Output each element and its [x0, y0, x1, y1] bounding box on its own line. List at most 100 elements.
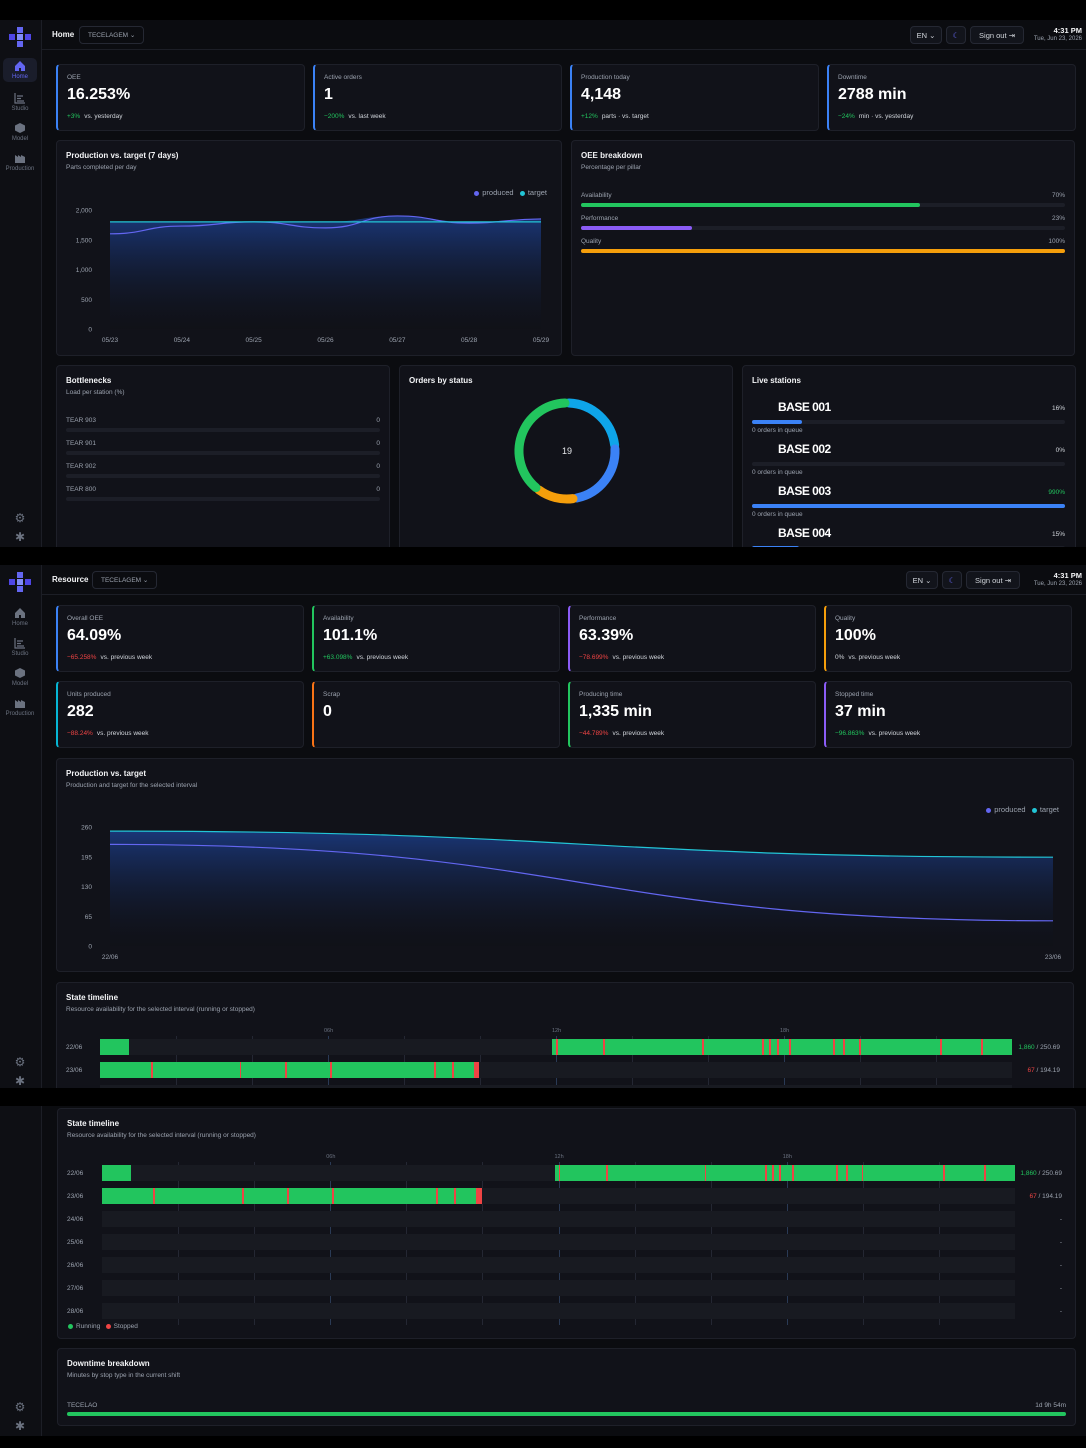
- stopped-segment[interactable]: [153, 1188, 155, 1204]
- stopped-segment[interactable]: [556, 1039, 558, 1055]
- timeline-track[interactable]: [102, 1188, 1015, 1204]
- y-tick-label: 2,000: [76, 208, 93, 215]
- bug-icon[interactable]: ✱: [14, 1419, 26, 1433]
- tenant-selector[interactable]: TECELAGEM ⌄: [79, 26, 145, 44]
- stopped-segment[interactable]: [436, 1188, 438, 1204]
- theme-toggle[interactable]: ☾: [942, 571, 962, 589]
- oee-breakdown-title: OEE breakdown: [581, 151, 643, 160]
- sidebar: Home Studio Model Production ⚙ ✱: [0, 20, 42, 547]
- stopped-segment[interactable]: [980, 1039, 983, 1055]
- stopped-segment[interactable]: [329, 1062, 332, 1078]
- settings-icon[interactable]: ⚙: [14, 1055, 26, 1069]
- timeline-track[interactable]: [102, 1303, 1015, 1319]
- running-segment[interactable]: [552, 1039, 1012, 1055]
- running-segment[interactable]: [100, 1039, 130, 1055]
- stopped-segment[interactable]: [239, 1062, 242, 1078]
- stopped-segment[interactable]: [843, 1039, 846, 1055]
- donut-slice[interactable]: [514, 398, 570, 493]
- nav-model[interactable]: Model: [3, 122, 37, 142]
- logout-icon: ⇥: [1004, 576, 1011, 585]
- stopped-segment[interactable]: [792, 1165, 795, 1181]
- bottleneck-value: 0: [376, 486, 380, 493]
- moon-icon: ☾: [948, 576, 956, 585]
- nav-model[interactable]: Model: [3, 667, 37, 687]
- donut-slice[interactable]: [572, 444, 620, 503]
- timeline-track[interactable]: [102, 1280, 1015, 1296]
- stopped-segment[interactable]: [846, 1165, 848, 1181]
- stopped-segment[interactable]: [287, 1188, 290, 1204]
- stopped-segment[interactable]: [454, 1188, 457, 1204]
- stopped-segment[interactable]: [769, 1039, 772, 1055]
- donut-slice[interactable]: [564, 398, 620, 450]
- stopped-segment[interactable]: [762, 1039, 764, 1055]
- settings-icon[interactable]: ⚙: [14, 511, 26, 525]
- language-selector[interactable]: EN ⌄: [906, 571, 938, 589]
- stopped-segment[interactable]: [858, 1039, 861, 1055]
- stopped-segment[interactable]: [603, 1039, 606, 1055]
- station-name[interactable]: BASE 001: [778, 400, 831, 414]
- stopped-segment[interactable]: [476, 1188, 482, 1204]
- timeline-track[interactable]: [102, 1257, 1015, 1273]
- stopped-segment[interactable]: [861, 1165, 864, 1181]
- stopped-segment[interactable]: [452, 1062, 454, 1078]
- settings-icon[interactable]: ⚙: [14, 1400, 26, 1414]
- timeline-track[interactable]: [102, 1165, 1015, 1181]
- language-selector[interactable]: EN ⌄: [910, 26, 942, 44]
- station-name[interactable]: BASE 002: [778, 442, 831, 456]
- stopped-segment[interactable]: [833, 1039, 836, 1055]
- timeline-title: State timeline: [66, 993, 119, 1002]
- timeline-track[interactable]: [100, 1085, 1012, 1088]
- bug-icon[interactable]: ✱: [14, 1074, 26, 1088]
- timeline-track[interactable]: [100, 1039, 1012, 1055]
- kpi-subtext: 0% vs. previous week: [835, 654, 900, 661]
- running-segment[interactable]: [100, 1062, 479, 1078]
- stopped-segment[interactable]: [704, 1165, 707, 1181]
- theme-toggle[interactable]: ☾: [946, 26, 966, 44]
- stopped-segment[interactable]: [433, 1062, 436, 1078]
- station-name[interactable]: BASE 004: [778, 526, 831, 540]
- stopped-segment[interactable]: [764, 1165, 767, 1181]
- sign-out-button[interactable]: Sign out ⇥: [970, 26, 1024, 44]
- stopped-segment[interactable]: [285, 1062, 287, 1078]
- stopped-segment[interactable]: [772, 1165, 774, 1181]
- running-segment[interactable]: [554, 1165, 1015, 1181]
- timeline-row-date: 27/06: [67, 1285, 84, 1292]
- running-segment[interactable]: [102, 1165, 132, 1181]
- stopped-segment[interactable]: [701, 1039, 704, 1055]
- nav-production[interactable]: Production: [3, 152, 37, 172]
- stopped-segment[interactable]: [332, 1188, 334, 1204]
- stopped-segment[interactable]: [151, 1062, 153, 1078]
- stopped-segment[interactable]: [983, 1165, 986, 1181]
- timeline-track[interactable]: [100, 1062, 1012, 1078]
- nav-studio[interactable]: Studio: [3, 92, 37, 112]
- kpi-delta: −78.699%: [579, 654, 609, 661]
- donut-slice[interactable]: [534, 485, 578, 504]
- sign-out-button[interactable]: Sign out ⇥: [966, 571, 1020, 589]
- tenant-selector[interactable]: TECELAGEM ⌄: [92, 571, 158, 589]
- nav-studio[interactable]: Studio: [3, 637, 37, 657]
- stopped-segment[interactable]: [942, 1165, 945, 1181]
- stopped-segment[interactable]: [836, 1165, 838, 1181]
- bug-icon[interactable]: ✱: [14, 530, 26, 544]
- stopped-segment[interactable]: [779, 1165, 782, 1181]
- running-segment[interactable]: [102, 1188, 481, 1204]
- stopped-segment[interactable]: [605, 1165, 608, 1181]
- station-name[interactable]: BASE 003: [778, 484, 831, 498]
- timeline-row-date: 23/06: [67, 1193, 84, 1200]
- stopped-segment[interactable]: [789, 1039, 792, 1055]
- timeline-track[interactable]: [102, 1234, 1015, 1250]
- stopped-segment[interactable]: [558, 1165, 561, 1181]
- stopped-segment[interactable]: [473, 1062, 480, 1078]
- stopped-segment[interactable]: [939, 1039, 942, 1055]
- nav-production[interactable]: Production: [3, 697, 37, 717]
- timeline-track[interactable]: [102, 1211, 1015, 1227]
- stopped-segment[interactable]: [241, 1188, 244, 1204]
- kpi-delta-suffix: vs. last week: [348, 113, 386, 120]
- kpi-card: OEE 16.253% +3% vs. yesterday: [56, 64, 305, 131]
- station-fill: [752, 420, 803, 424]
- topbar: Resource TECELAGEM ⌄ EN ⌄ ☾ Sign out ⇥ 4…: [42, 565, 1086, 595]
- nav-home[interactable]: Home: [3, 607, 37, 627]
- nav-home[interactable]: Home: [3, 58, 37, 82]
- stopped-segment[interactable]: [776, 1039, 779, 1055]
- sidebar: Home Studio Model Production ⚙ ✱: [0, 565, 42, 1088]
